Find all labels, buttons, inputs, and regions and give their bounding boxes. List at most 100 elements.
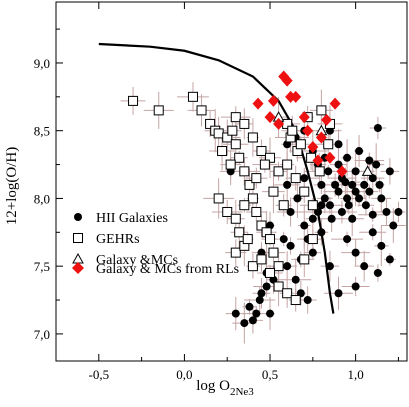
hii-galaxy-point (348, 214, 357, 223)
hii-galaxy-point (283, 180, 292, 189)
gehr-point (230, 112, 241, 123)
hii-galaxy-point (317, 180, 326, 189)
galaxy-rl-point (298, 111, 310, 124)
hii-galaxy-point (245, 302, 254, 311)
hii-galaxy-point (343, 153, 352, 162)
hii-galaxy-point (373, 268, 382, 277)
gehr-point (213, 193, 224, 204)
galaxy-rl-point (252, 97, 264, 110)
hii-galaxy-point (394, 207, 403, 216)
gehr-point (222, 206, 233, 217)
hii-galaxy-point (382, 207, 391, 216)
gehr-point (234, 152, 245, 163)
galaxy-rl-point (273, 117, 285, 130)
legend-label-hii: HII Galaxies (96, 211, 168, 226)
gehr-point (239, 166, 250, 177)
hii-galaxy-point (317, 228, 326, 237)
x-tick-label: 0,5 (262, 367, 278, 382)
x-axis-label-sub: 2Ne3 (230, 386, 254, 398)
hii-galaxy-point (334, 187, 343, 196)
galaxy-rl-point (321, 113, 333, 126)
hii-galaxy-point (368, 174, 377, 183)
hii-galaxy-point (317, 201, 326, 210)
hii-galaxy-point (279, 235, 288, 244)
gehr-point (256, 220, 267, 231)
gehr-point (323, 139, 334, 150)
x-tick-label: -0,5 (89, 367, 110, 382)
data-points (128, 70, 403, 328)
gehr-point (251, 173, 262, 184)
hii-galaxy-point (266, 309, 275, 318)
gehr-point (242, 234, 253, 245)
hii-galaxy-point (368, 210, 377, 219)
hii-galaxy-point (300, 174, 309, 183)
gehr-point (234, 227, 245, 238)
hii-galaxy-point (325, 201, 334, 210)
galaxy-rl-point (307, 140, 319, 153)
gehr-point (265, 267, 276, 278)
hii-galaxy-point (351, 282, 360, 291)
gehr-point (187, 91, 198, 102)
gehr-point (153, 105, 164, 116)
gehr-point (268, 247, 279, 258)
gehr-point (282, 159, 293, 170)
legend-marker-galaxy-mcs (72, 252, 84, 264)
gehr-point (316, 105, 327, 116)
gehr-point (282, 288, 293, 299)
galaxy-rl-point (312, 154, 324, 167)
hii-galaxy-point (334, 160, 343, 169)
hii-galaxy-point (344, 201, 353, 210)
hii-galaxy-point (343, 194, 352, 203)
hii-galaxy-point (361, 201, 370, 210)
hii-galaxy-point (252, 309, 261, 318)
y-tick-label: 8,5 (34, 124, 50, 139)
gehr-point (239, 118, 250, 129)
hii-galaxy-point (343, 235, 352, 244)
gehr-point (230, 139, 241, 150)
hii-galaxy-point (385, 255, 394, 264)
model-curve (98, 42, 335, 314)
hii-galaxy-point (286, 241, 295, 250)
gehr-point (247, 193, 258, 204)
gehr-point (307, 200, 318, 211)
gehr-point (213, 128, 224, 139)
gehr-point (239, 200, 250, 211)
x-tick-label: 0,0 (176, 367, 192, 382)
gehr-point (299, 186, 310, 197)
gehr-point (273, 166, 284, 177)
legend-marker-galaxy-rl (72, 262, 84, 274)
hii-galaxy-point (331, 180, 340, 189)
hii-galaxy-point (389, 221, 398, 230)
hii-galaxy-point (240, 319, 249, 328)
hii-galaxy-point (365, 156, 374, 165)
gehr-point (256, 254, 267, 265)
hii-galaxy-point (365, 187, 374, 196)
hii-galaxy-point (360, 262, 369, 271)
y-axis-label: 12+log(O/H) (4, 147, 20, 225)
galaxy-rl-point (302, 124, 314, 137)
hii-galaxy-point (334, 289, 343, 298)
hii-galaxy-point (348, 180, 357, 189)
y-tick-label: 9,0 (34, 56, 50, 71)
y-tick-label: 8,0 (34, 191, 50, 206)
hii-galaxy-point (360, 180, 369, 189)
gehr-point (128, 95, 139, 106)
hii-galaxy-point (255, 296, 264, 305)
hii-galaxy-point (291, 275, 300, 284)
legend-label-galaxy-mcs: Galaxy &MCs (96, 253, 178, 268)
hii-galaxy-point (308, 248, 317, 257)
legend-label-galaxy-rl: Galaxy & MCs from RLs (96, 262, 239, 277)
galaxy-rl-point (336, 165, 348, 178)
hii-galaxy-point (377, 194, 386, 203)
y-tick-label: 7,5 (34, 259, 50, 274)
axis-ticks: -0,5 0,0 0,5 1,0 7,0 7,5 8,0 8,5 9,0 (34, 2, 407, 382)
gehr-point (273, 281, 284, 292)
gehr-point (227, 125, 238, 136)
hii-galaxy-point (351, 167, 360, 176)
hii-galaxy-point (355, 147, 364, 156)
gehr-point (265, 152, 276, 163)
hii-galaxy-point (334, 140, 343, 149)
legend-marker-gehr (73, 233, 83, 243)
galaxy-rl-point (315, 131, 327, 144)
